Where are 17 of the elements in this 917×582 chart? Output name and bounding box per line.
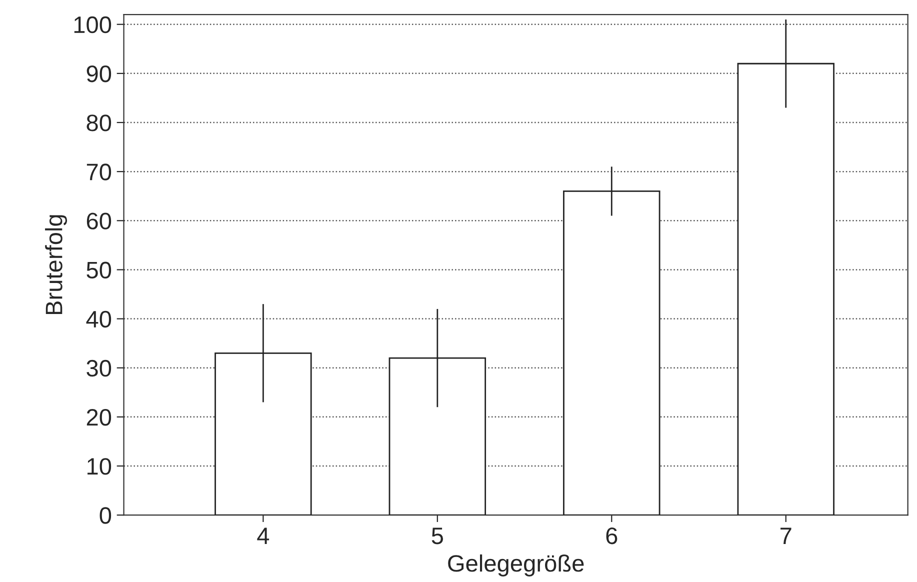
- x-tick-label: 7: [780, 528, 792, 544]
- x-tick-label: 6: [606, 528, 618, 544]
- y-tick-label: 80: [86, 114, 112, 132]
- y-tick-label: 10: [88, 458, 112, 475]
- y-tick-label: 90: [86, 66, 112, 82]
- y-tick-label: 20: [86, 408, 112, 426]
- y-tick-label: 50: [86, 262, 112, 279]
- x-axis-title: Gelegegröße: [448, 554, 584, 576]
- x-tick-label: 5: [432, 528, 443, 544]
- y-tick-label: 40: [86, 310, 112, 328]
- y-tick-label: 0: [100, 507, 112, 524]
- y-axis-title: Bruterfolg: [45, 215, 68, 314]
- y-tick-label: 100: [74, 16, 112, 34]
- y-tick-label: 70: [86, 164, 112, 180]
- y-tick-label: 60: [86, 212, 112, 230]
- y-tick-label: 30: [86, 360, 112, 377]
- x-tick-label: 4: [257, 528, 270, 544]
